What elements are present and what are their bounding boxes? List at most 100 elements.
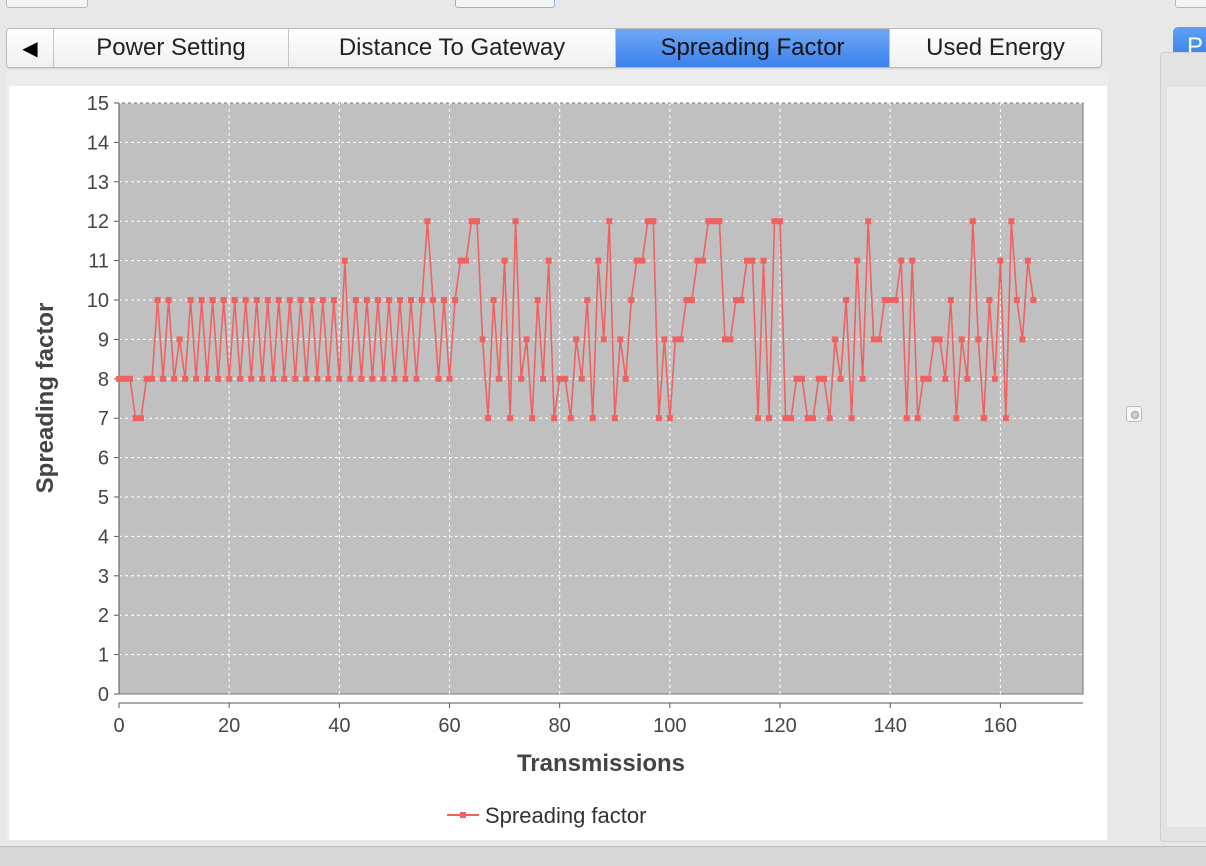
data-point — [920, 375, 927, 382]
data-point — [1024, 257, 1031, 264]
tab-distance-to-gateway[interactable]: Distance To Gateway — [289, 29, 616, 67]
x-tick-label: 100 — [653, 715, 686, 737]
chart-tab-bar: ◀ Power Setting Distance To Gateway Spre… — [6, 28, 1102, 68]
data-point — [821, 375, 828, 382]
data-point — [782, 415, 789, 422]
tab-used-energy[interactable]: Used Energy — [890, 29, 1101, 67]
right-side-panel-body — [1167, 87, 1206, 827]
data-point — [754, 415, 761, 422]
data-point — [286, 297, 293, 303]
data-point — [292, 375, 299, 382]
data-point — [468, 218, 475, 225]
data-point — [810, 415, 817, 422]
data-point — [540, 375, 547, 382]
bottom-status-bar — [0, 846, 1206, 866]
data-point — [991, 375, 998, 382]
data-point — [463, 257, 470, 264]
data-point — [325, 375, 332, 382]
x-tick-label: 0 — [113, 715, 124, 737]
data-point — [947, 297, 954, 303]
y-tick-label: 3 — [98, 566, 109, 588]
data-point — [766, 415, 773, 422]
data-point — [363, 297, 370, 303]
data-point — [556, 375, 563, 382]
data-point — [204, 375, 211, 382]
data-point — [743, 257, 750, 264]
data-point — [1030, 297, 1037, 303]
data-point — [661, 336, 668, 343]
data-point — [628, 297, 635, 303]
scroll-left-arrow-icon[interactable]: ◀ — [7, 29, 54, 67]
data-point — [551, 415, 558, 422]
data-point — [176, 336, 183, 343]
data-point — [837, 375, 844, 382]
data-point — [804, 415, 811, 422]
data-point — [507, 415, 514, 422]
data-point — [149, 375, 156, 382]
x-axis-label: Transmissions — [517, 750, 685, 777]
data-point — [308, 297, 315, 303]
data-point — [644, 218, 651, 225]
x-tick-label: 20 — [218, 715, 240, 737]
data-point — [975, 336, 982, 343]
y-tick-label: 4 — [98, 526, 109, 548]
data-point — [848, 415, 855, 422]
data-point — [969, 218, 976, 225]
y-tick-label: 7 — [98, 408, 109, 430]
legend-point-marker — [460, 812, 466, 818]
data-point — [193, 375, 200, 382]
legend: Spreading factor — [447, 803, 646, 828]
data-point — [253, 297, 260, 303]
data-point — [771, 218, 778, 225]
splitter-handle[interactable] — [1126, 406, 1142, 422]
data-point — [655, 415, 662, 422]
data-point — [264, 297, 271, 303]
data-point — [380, 375, 387, 382]
data-point — [341, 257, 348, 264]
x-tick-label: 140 — [874, 715, 907, 737]
y-tick-label: 12 — [87, 211, 109, 233]
data-point — [732, 297, 739, 303]
tab-spreading-factor[interactable]: Spreading Factor — [616, 29, 890, 67]
data-point — [259, 375, 266, 382]
data-point — [721, 336, 728, 343]
y-tick-label: 14 — [87, 132, 109, 154]
data-point — [595, 257, 602, 264]
data-point — [567, 415, 574, 422]
y-tick-label: 13 — [87, 172, 109, 194]
y-tick-label: 5 — [98, 487, 109, 509]
data-point — [589, 415, 596, 422]
data-point — [887, 297, 894, 303]
y-tick-label: 1 — [98, 645, 109, 667]
data-point — [314, 375, 321, 382]
data-point — [683, 297, 690, 303]
data-point — [518, 375, 525, 382]
data-point — [749, 257, 756, 264]
data-point — [248, 375, 255, 382]
data-point — [132, 415, 139, 422]
data-point — [187, 297, 194, 303]
data-point — [418, 297, 425, 303]
data-point — [391, 375, 398, 382]
data-point — [892, 297, 899, 303]
data-point — [369, 375, 376, 382]
data-point — [964, 375, 971, 382]
data-point — [319, 297, 326, 303]
data-point — [1002, 415, 1009, 422]
data-point — [330, 297, 337, 303]
data-point — [220, 297, 227, 303]
data-point — [534, 297, 541, 303]
data-point — [1019, 336, 1026, 343]
data-point — [716, 218, 723, 225]
data-point — [435, 375, 442, 382]
y-tick-label: 10 — [87, 290, 109, 312]
chart-area: 0 1 2 3 4 5 6 7 8 9 10 11 12 13 14 15 0 20 40 60 80 100 120 140… — [9, 86, 1107, 840]
data-point — [931, 336, 938, 343]
data-point — [980, 415, 987, 422]
data-point — [545, 257, 552, 264]
data-point — [215, 375, 222, 382]
tab-power-setting[interactable]: Power Setting — [54, 29, 289, 67]
data-point — [688, 297, 695, 303]
data-point — [407, 297, 414, 303]
